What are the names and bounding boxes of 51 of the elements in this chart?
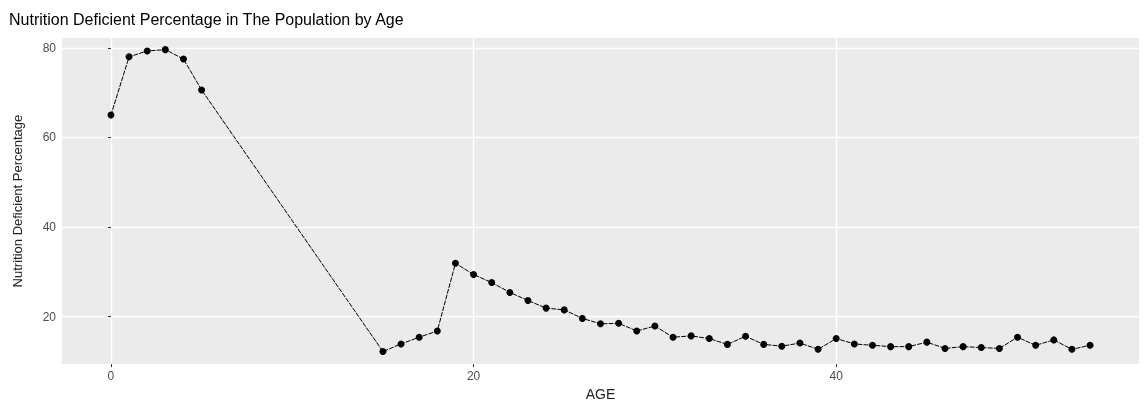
point bbox=[415, 333, 423, 341]
point bbox=[470, 271, 478, 279]
point bbox=[597, 320, 604, 328]
point bbox=[1086, 341, 1094, 349]
point bbox=[760, 340, 768, 348]
point bbox=[923, 338, 931, 346]
point bbox=[832, 335, 840, 343]
point bbox=[451, 259, 459, 267]
point bbox=[887, 343, 895, 351]
x-tick-label: 0 bbox=[107, 369, 115, 384]
point bbox=[742, 332, 750, 340]
point bbox=[959, 343, 967, 351]
point bbox=[905, 343, 913, 351]
point bbox=[488, 279, 496, 287]
x-tick-label: 40 bbox=[829, 369, 844, 384]
point bbox=[379, 348, 387, 356]
y-tick-label: 80 bbox=[42, 40, 57, 55]
point bbox=[977, 344, 985, 352]
point bbox=[633, 327, 641, 335]
point bbox=[524, 296, 532, 304]
point bbox=[179, 55, 187, 63]
point bbox=[995, 344, 1003, 352]
x-axis-title: AGE bbox=[585, 386, 616, 402]
point bbox=[941, 344, 949, 352]
point bbox=[615, 319, 623, 327]
y-tick-label: 60 bbox=[42, 130, 57, 145]
y-tick-label: 40 bbox=[42, 220, 57, 235]
point bbox=[578, 314, 586, 322]
point bbox=[1068, 345, 1076, 353]
point bbox=[723, 340, 731, 348]
point bbox=[669, 333, 677, 341]
point bbox=[814, 345, 822, 353]
point bbox=[198, 86, 206, 94]
point bbox=[560, 306, 568, 314]
y-tick-label: 20 bbox=[42, 309, 57, 324]
point bbox=[687, 332, 695, 340]
point bbox=[705, 335, 713, 343]
point bbox=[1050, 336, 1058, 344]
point bbox=[868, 341, 876, 349]
point bbox=[1014, 333, 1022, 341]
x-tick-label: 20 bbox=[466, 369, 481, 384]
point bbox=[143, 47, 151, 55]
point bbox=[506, 288, 514, 296]
point bbox=[778, 342, 786, 350]
point bbox=[850, 340, 858, 348]
chart-title: Nutrition Deficient Percentage in The Population by Age bbox=[9, 10, 404, 28]
y-axis-title: Nutrition Deficient Percentage bbox=[10, 114, 25, 288]
point bbox=[161, 46, 169, 54]
point bbox=[1032, 341, 1040, 349]
point bbox=[125, 53, 133, 61]
point bbox=[433, 327, 441, 335]
